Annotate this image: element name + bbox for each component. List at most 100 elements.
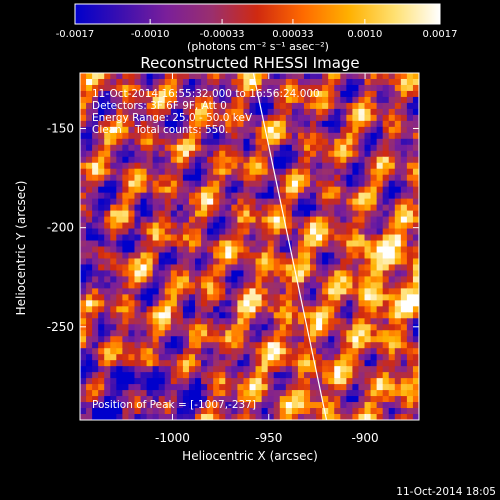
- heatmap-cell: [146, 73, 154, 80]
- heatmap-cell: [98, 342, 105, 349]
- heatmap-cell: [243, 168, 251, 176]
- heatmap-cell: [170, 378, 178, 385]
- heatmap-cell: [104, 78, 111, 86]
- heatmap-cell: [213, 348, 220, 355]
- heatmap-cell: [297, 318, 305, 325]
- heatmap-cell: [116, 240, 123, 248]
- heatmap-cell: [352, 324, 360, 331]
- heatmap-cell: [352, 96, 360, 104]
- heatmap-cell: [291, 222, 299, 230]
- heatmap-cell: [243, 210, 251, 218]
- heatmap-cell: [364, 126, 372, 134]
- heatmap-cell: [110, 360, 117, 367]
- heatmap-cell: [92, 198, 99, 206]
- heatmap-cell: [182, 120, 190, 128]
- heatmap-cell: [98, 78, 105, 86]
- heatmap-cell: [340, 144, 347, 152]
- heatmap-cell: [364, 234, 372, 242]
- heatmap-cell: [146, 276, 154, 283]
- heatmap-cell: [279, 192, 287, 200]
- heatmap-cell: [219, 324, 226, 331]
- heatmap-cell: [291, 78, 299, 86]
- heatmap-cell: [201, 294, 208, 301]
- heatmap-cell: [146, 282, 154, 289]
- heatmap-cell: [176, 84, 184, 92]
- heatmap-cell: [182, 270, 190, 278]
- heatmap-cell: [86, 132, 93, 140]
- heatmap-cell: [104, 390, 111, 397]
- colorbar-tick-label: 0.0010: [347, 29, 382, 40]
- heatmap-cell: [310, 318, 317, 325]
- heatmap-cell: [146, 258, 154, 266]
- heatmap-cell: [255, 384, 263, 391]
- heatmap-cell: [188, 102, 196, 110]
- heatmap-cell: [243, 126, 251, 134]
- heatmap-cell: [370, 204, 378, 212]
- heatmap-cell: [237, 168, 245, 176]
- heatmap-cell: [237, 300, 245, 307]
- heatmap-cell: [110, 330, 117, 337]
- heatmap-cell: [364, 96, 372, 104]
- heatmap-cell: [328, 390, 335, 397]
- heatmap-cell: [128, 162, 136, 170]
- heatmap-cell: [303, 96, 311, 104]
- heatmap-cell: [231, 144, 238, 152]
- heatmap-cell: [207, 162, 214, 170]
- heatmap-cell: [316, 204, 323, 212]
- heatmap-cell: [213, 402, 220, 409]
- heatmap-cell: [364, 78, 372, 86]
- heatmap-cell: [412, 342, 419, 349]
- heatmap-cell: [303, 132, 311, 140]
- heatmap-cell: [122, 324, 130, 331]
- heatmap-cell: [158, 174, 166, 182]
- heatmap-cell: [352, 390, 360, 397]
- heatmap-cell: [86, 264, 93, 272]
- heatmap-cell: [86, 306, 93, 313]
- heatmap-cell: [158, 84, 166, 92]
- heatmap-cell: [110, 414, 117, 420]
- heatmap-cell: [164, 240, 172, 248]
- heatmap-cell: [412, 222, 419, 230]
- heatmap-cell: [231, 366, 238, 373]
- heatmap-cell: [170, 156, 178, 164]
- heatmap-cell: [128, 192, 136, 200]
- heatmap-cell: [352, 342, 360, 349]
- heatmap-cell: [188, 150, 196, 158]
- heatmap-cell: [352, 210, 360, 218]
- heatmap-cell: [273, 414, 281, 420]
- heatmap-cell: [104, 222, 111, 230]
- heatmap-cell: [316, 156, 323, 164]
- heatmap-cell: [376, 264, 384, 272]
- heatmap-cell: [376, 354, 384, 361]
- heatmap-cell: [297, 330, 305, 337]
- heatmap-cell: [98, 132, 105, 140]
- heatmap-cell: [388, 396, 396, 403]
- heatmap-cell: [297, 96, 305, 104]
- heatmap-cell: [158, 318, 166, 325]
- heatmap-cell: [176, 150, 184, 158]
- heatmap-cell: [400, 312, 408, 319]
- heatmap-cell: [182, 126, 190, 134]
- heatmap-cell: [92, 360, 99, 367]
- heatmap-cell: [346, 234, 354, 242]
- heatmap-cell: [370, 168, 378, 176]
- heatmap-cell: [158, 390, 166, 397]
- heatmap-cell: [388, 198, 396, 206]
- heatmap-cell: [134, 84, 142, 92]
- heatmap-cell: [116, 120, 123, 128]
- heatmap-cell: [134, 336, 142, 343]
- heatmap-cell: [80, 246, 87, 254]
- heatmap-cell: [328, 312, 335, 319]
- heatmap-cell: [291, 144, 299, 152]
- heatmap-cell: [243, 252, 251, 260]
- heatmap-cell: [358, 138, 366, 146]
- heatmap-cell: [328, 84, 335, 92]
- heatmap-cell: [140, 384, 148, 391]
- colorbar-tick-label: -0.0017: [56, 29, 95, 40]
- heatmap-cell: [346, 228, 354, 236]
- heatmap-cell: [382, 342, 390, 349]
- heatmap-cell: [310, 192, 317, 200]
- heatmap-cell: [104, 198, 111, 206]
- heatmap-cell: [98, 354, 105, 361]
- heatmap-cell: [140, 324, 148, 331]
